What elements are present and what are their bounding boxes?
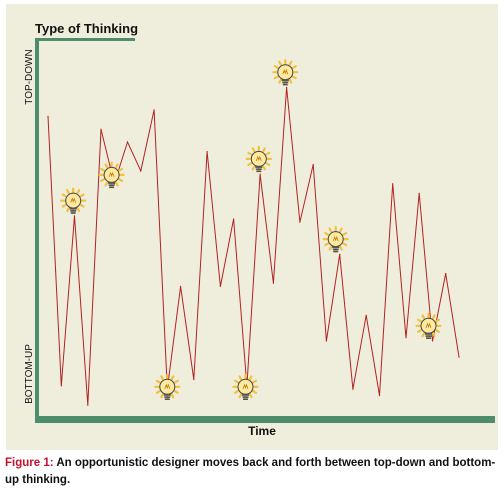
data-point (47, 115, 49, 117)
data-point (339, 253, 341, 255)
figure-caption: Figure 1: An opportunistic designer move… (5, 455, 499, 489)
data-point (378, 395, 381, 397)
data-point (180, 285, 182, 287)
lightbulb-icon (245, 145, 272, 173)
series-line (47, 87, 460, 406)
data-point (418, 192, 420, 194)
x-axis (35, 416, 495, 423)
lightbulb-icon (322, 226, 349, 253)
data-point (60, 385, 62, 387)
x-axis-label: Time (248, 424, 276, 438)
data-point (352, 388, 354, 390)
data-point (431, 340, 434, 342)
data-point (365, 314, 367, 316)
title-underline (35, 38, 135, 41)
y-axis-label-bottom: BOTTOM-UP (24, 344, 35, 404)
data-point (405, 337, 407, 339)
y-axis-label-top: TOP-DOWN (24, 49, 35, 104)
data-point (153, 109, 155, 111)
y-axis (35, 38, 39, 422)
lightbulb-icon (98, 161, 125, 189)
lightbulb-icon (60, 187, 87, 214)
data-point (312, 163, 314, 166)
lightbulb-icon (415, 312, 442, 339)
data-point (193, 378, 195, 381)
data-point (126, 141, 129, 143)
data-point (392, 183, 394, 185)
lightbulb-icon (232, 373, 259, 400)
data-point (259, 173, 261, 175)
chart-title: Type of Thinking (35, 21, 138, 36)
data-point (100, 128, 102, 130)
data-point (272, 282, 274, 284)
caption-label: Figure 1: (5, 457, 54, 469)
data-point (458, 356, 460, 358)
data-point (233, 218, 235, 220)
insight-icons (60, 59, 442, 400)
caption-text: An opportunistic designer moves back and… (5, 457, 496, 486)
series-layer (47, 86, 460, 406)
data-point (325, 340, 327, 342)
chart: Type of Thinking Time TOP-DOWN BOTTOM-UP (24, 21, 495, 438)
data-point (299, 221, 301, 223)
lightbulb-icon (154, 373, 181, 400)
lightbulb-icon (272, 59, 299, 86)
figure-panel: Type of Thinking Time TOP-DOWN BOTTOM-UP (6, 4, 498, 450)
data-point (219, 285, 221, 287)
data-point (445, 273, 447, 275)
data-point (206, 151, 208, 153)
data-point (87, 404, 89, 406)
data-point (286, 86, 288, 88)
data-point (140, 170, 142, 172)
data-point (73, 215, 76, 217)
